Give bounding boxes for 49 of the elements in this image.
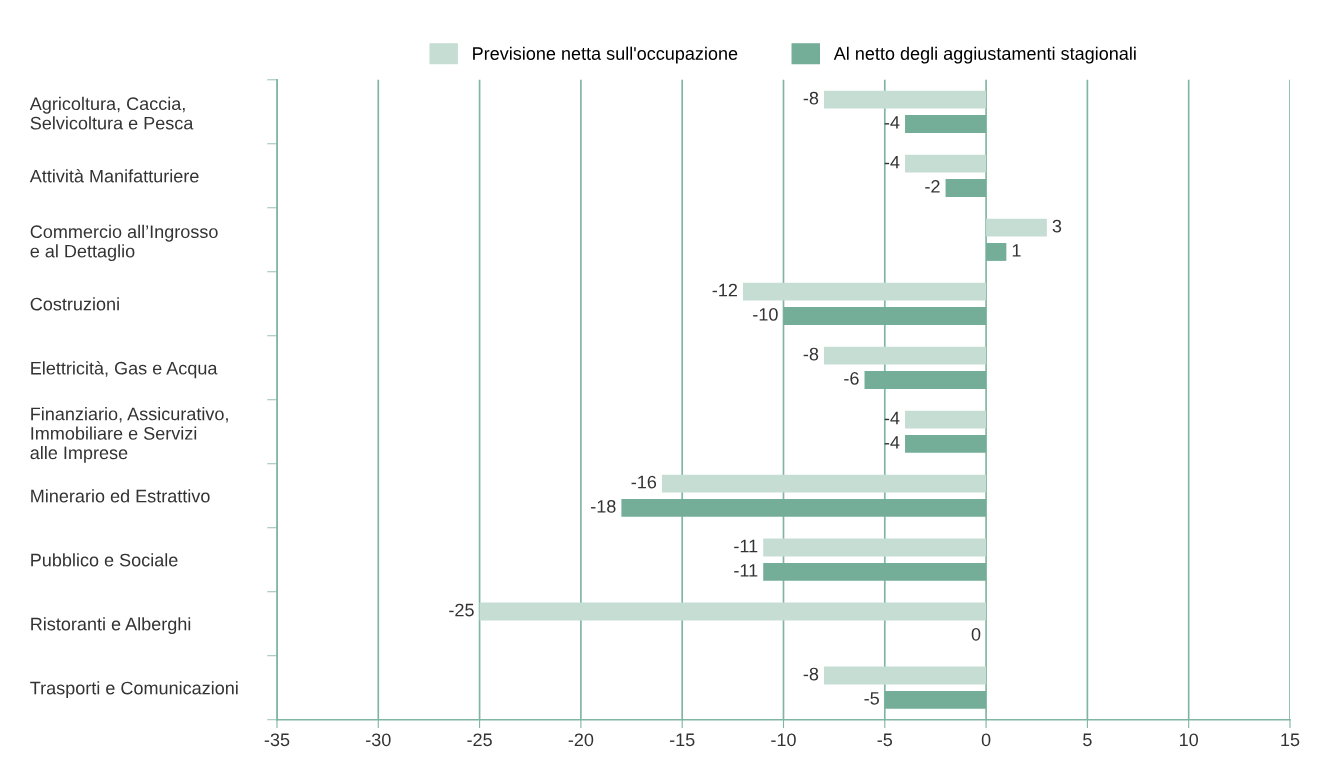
y-tick-label: Attività Manifatturiere bbox=[29, 169, 199, 183]
y-tick-label: Agricoltura, Caccia, Selvicoltura e Pesca bbox=[29, 96, 194, 130]
x-tick-label: -25 bbox=[467, 733, 492, 747]
bar bbox=[905, 154, 987, 173]
data-label: 0 bbox=[971, 627, 981, 641]
x-tick-label: 0 bbox=[981, 733, 991, 747]
x-tick-label: -10 bbox=[771, 733, 796, 747]
data-label: 3 bbox=[1052, 219, 1062, 233]
bar bbox=[824, 346, 987, 365]
data-label: -11 bbox=[734, 539, 758, 553]
y-tick-label: Finanziario, Assicurativo, Immobiliare e Servizi alle Imprese bbox=[30, 407, 228, 463]
data-label: 1 bbox=[1012, 244, 1021, 257]
bar bbox=[986, 218, 1047, 237]
bar bbox=[742, 282, 987, 301]
data-label: -8 bbox=[803, 347, 819, 361]
data-label: -18 bbox=[591, 499, 616, 513]
data-label: -8 bbox=[803, 667, 819, 681]
x-tick-label: -15 bbox=[669, 733, 695, 747]
y-tick-label: Commercio all’Ingrosso e al Dettaglio bbox=[30, 224, 218, 262]
y-tick-label: Minerario ed Estrattivo bbox=[31, 489, 210, 503]
data-label: -5 bbox=[864, 692, 879, 705]
bar bbox=[905, 410, 987, 429]
legend-label: Previsione netta sull'occupazione bbox=[473, 46, 738, 64]
x-tick-label: -30 bbox=[366, 733, 391, 747]
x-tick-label: -20 bbox=[568, 733, 594, 747]
data-label: -6 bbox=[844, 371, 859, 385]
x-tick-label: 5 bbox=[1083, 733, 1092, 747]
bar bbox=[824, 666, 987, 685]
bar bbox=[824, 90, 987, 109]
x-tick-label: 15 bbox=[1281, 733, 1300, 747]
bar bbox=[763, 538, 987, 557]
bar bbox=[479, 602, 987, 621]
legend-label: Al netto degli aggiustamenti stagionali bbox=[833, 46, 1136, 64]
data-label: -8 bbox=[803, 91, 819, 105]
data-label: -12 bbox=[712, 283, 737, 297]
x-tick-label: 10 bbox=[1180, 733, 1199, 747]
data-label: -25 bbox=[449, 603, 474, 617]
y-tick-label: Trasporti e Comunicazioni bbox=[30, 681, 238, 699]
data-label: -2 bbox=[925, 180, 940, 193]
y-tick-label: Costruzioni bbox=[30, 297, 119, 311]
y-tick-label: Pubblico e Sociale bbox=[31, 553, 178, 567]
data-label: -10 bbox=[753, 307, 778, 321]
bar bbox=[661, 474, 987, 493]
y-tick-label: Elettricità, Gas e Acqua bbox=[31, 361, 218, 379]
data-label: -16 bbox=[631, 475, 657, 489]
x-tick-label: -5 bbox=[877, 733, 893, 747]
y-tick-label: Ristoranti e Alberghi bbox=[31, 617, 191, 635]
x-tick-label: -35 bbox=[264, 733, 290, 747]
data-label: -11 bbox=[734, 564, 758, 577]
